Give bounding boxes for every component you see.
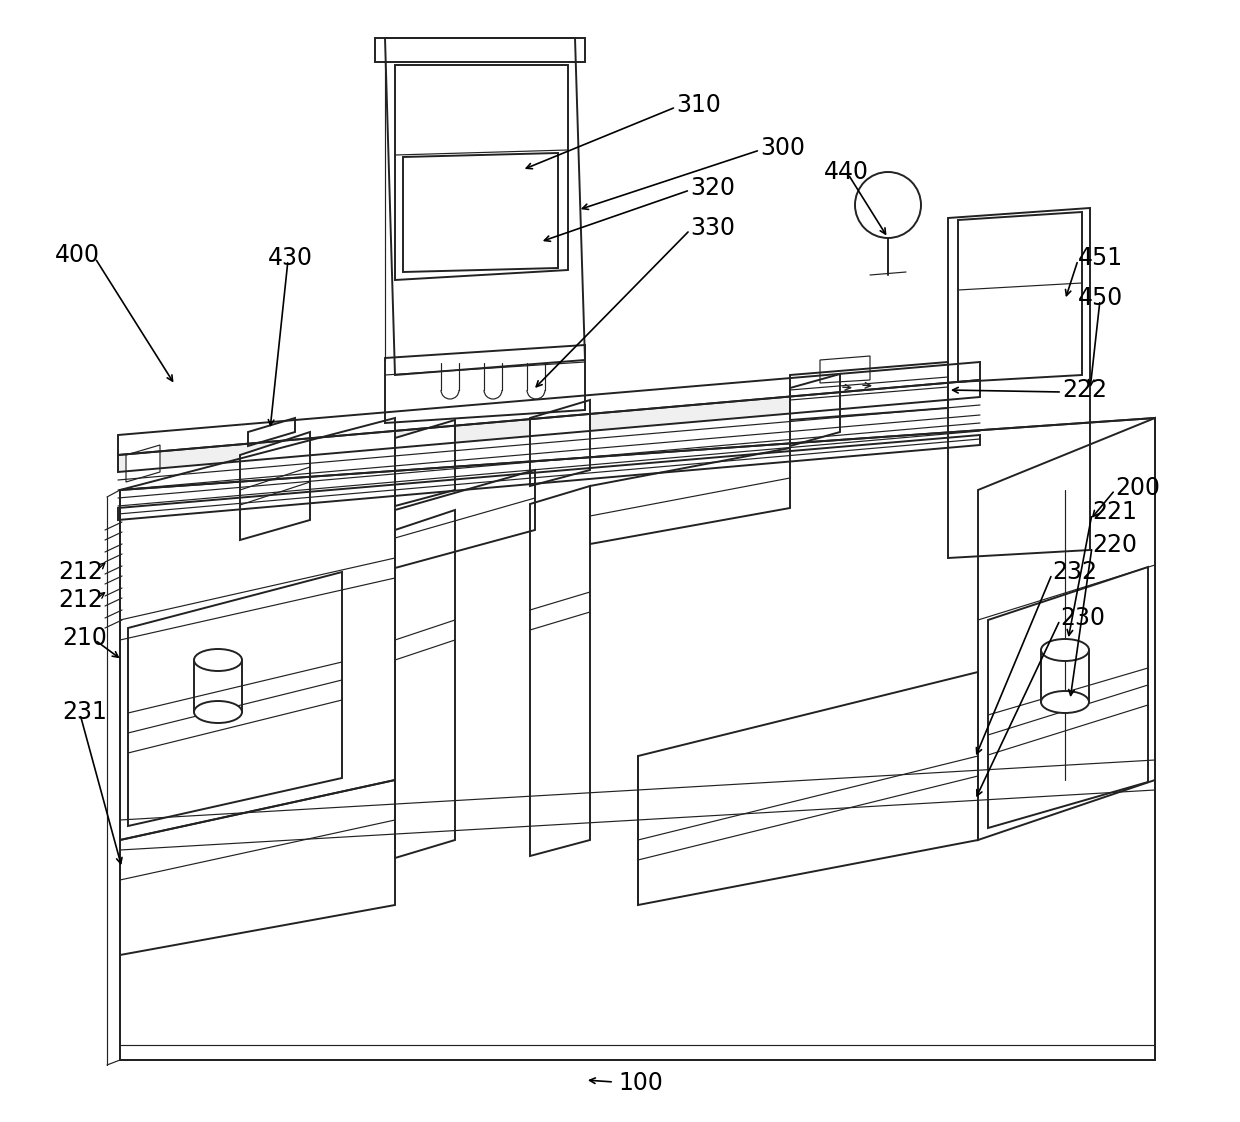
Circle shape xyxy=(856,172,921,238)
Polygon shape xyxy=(128,572,342,826)
Polygon shape xyxy=(120,780,396,955)
Text: 230: 230 xyxy=(1060,606,1105,629)
Polygon shape xyxy=(384,38,585,375)
Text: 440: 440 xyxy=(825,160,869,184)
Ellipse shape xyxy=(193,649,242,671)
Polygon shape xyxy=(120,419,396,840)
Text: 212: 212 xyxy=(58,588,103,611)
Polygon shape xyxy=(126,445,160,482)
Polygon shape xyxy=(978,419,1154,840)
Polygon shape xyxy=(118,435,980,519)
Polygon shape xyxy=(118,380,980,472)
Polygon shape xyxy=(241,432,310,540)
Polygon shape xyxy=(988,567,1148,828)
Polygon shape xyxy=(949,208,1090,558)
Text: 451: 451 xyxy=(1078,246,1123,270)
Text: 222: 222 xyxy=(1061,378,1107,402)
Polygon shape xyxy=(639,672,978,905)
Text: 212: 212 xyxy=(58,560,103,583)
Text: 210: 210 xyxy=(62,626,107,650)
Polygon shape xyxy=(529,486,590,856)
Polygon shape xyxy=(790,374,839,447)
Text: 200: 200 xyxy=(1115,476,1159,500)
Polygon shape xyxy=(820,356,870,383)
Ellipse shape xyxy=(1042,691,1089,712)
Text: 320: 320 xyxy=(689,176,735,200)
Text: 221: 221 xyxy=(1092,500,1137,524)
Polygon shape xyxy=(396,420,455,506)
Text: 430: 430 xyxy=(268,246,312,270)
Polygon shape xyxy=(403,153,558,272)
Polygon shape xyxy=(529,401,590,486)
Text: 450: 450 xyxy=(1078,286,1123,310)
Polygon shape xyxy=(396,65,568,280)
Polygon shape xyxy=(790,362,949,420)
Text: 400: 400 xyxy=(55,243,100,267)
Text: 300: 300 xyxy=(760,136,805,160)
Polygon shape xyxy=(118,362,980,456)
Polygon shape xyxy=(396,511,455,858)
Polygon shape xyxy=(396,470,534,568)
Ellipse shape xyxy=(193,701,242,723)
Text: 330: 330 xyxy=(689,217,735,240)
Polygon shape xyxy=(120,419,1154,1060)
Polygon shape xyxy=(248,419,295,447)
Ellipse shape xyxy=(1042,640,1089,661)
Text: 310: 310 xyxy=(676,93,720,117)
Text: 220: 220 xyxy=(1092,533,1137,557)
Text: 232: 232 xyxy=(1052,560,1097,583)
Polygon shape xyxy=(590,448,790,544)
Polygon shape xyxy=(374,38,585,62)
Polygon shape xyxy=(384,344,585,423)
Text: 100: 100 xyxy=(618,1072,663,1095)
Text: 231: 231 xyxy=(62,700,107,724)
Polygon shape xyxy=(959,212,1083,381)
